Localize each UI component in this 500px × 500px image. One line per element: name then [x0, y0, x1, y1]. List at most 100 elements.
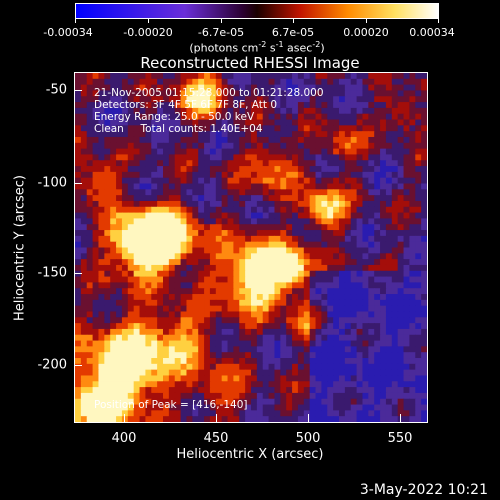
image-pixel — [309, 142, 317, 150]
image-pixel — [139, 84, 146, 92]
image-pixel — [145, 352, 152, 359]
image-pixel — [403, 154, 410, 161]
image-pixel — [362, 136, 369, 144]
image-pixel — [92, 142, 100, 150]
image-pixel — [139, 113, 146, 121]
image-pixel — [80, 294, 88, 301]
image-pixel — [251, 323, 258, 330]
image-pixel — [80, 328, 88, 336]
image-pixel — [75, 125, 82, 132]
image-pixel — [385, 340, 393, 347]
image-pixel — [350, 148, 358, 156]
image-pixel — [209, 235, 217, 243]
image-pixel — [245, 387, 252, 394]
image-pixel — [151, 398, 158, 406]
image-pixel — [268, 340, 276, 347]
image-pixel — [110, 96, 117, 103]
image-pixel — [174, 317, 182, 324]
image-pixel — [274, 328, 281, 336]
image-pixel — [256, 171, 264, 179]
image-pixel — [215, 416, 223, 422]
image-pixel — [239, 369, 246, 377]
image-pixel — [221, 212, 229, 220]
image-pixel — [409, 323, 416, 330]
image-pixel — [157, 200, 164, 208]
image-pixel — [157, 154, 164, 161]
image-pixel — [274, 230, 281, 237]
image-pixel — [245, 131, 252, 138]
image-pixel — [151, 160, 158, 167]
image-pixel — [350, 224, 358, 231]
colorbar-tick-label: 6.7e-05 — [271, 26, 315, 39]
image-pixel — [380, 113, 387, 121]
image-pixel — [321, 294, 328, 301]
image-pixel — [286, 125, 293, 132]
image-pixel — [139, 125, 146, 132]
image-pixel — [233, 160, 240, 167]
image-pixel — [133, 328, 141, 336]
image-pixel — [344, 369, 352, 377]
image-pixel — [315, 125, 322, 132]
image-pixel — [327, 358, 334, 365]
image-pixel — [151, 206, 158, 214]
image-pixel — [168, 200, 176, 208]
image-pixel — [292, 299, 299, 307]
image-pixel — [157, 305, 164, 313]
image-pixel — [286, 206, 293, 214]
image-pixel — [256, 119, 264, 126]
image-pixel — [163, 294, 170, 301]
image-pixel — [356, 218, 364, 225]
image-pixel — [151, 311, 158, 318]
image-pixel — [321, 148, 328, 156]
image-pixel — [139, 131, 146, 138]
image-pixel — [321, 270, 328, 278]
image-pixel — [356, 305, 364, 313]
image-pixel — [362, 78, 369, 86]
image-pixel — [339, 288, 346, 295]
image-pixel — [262, 264, 270, 272]
image-pixel — [80, 73, 88, 80]
image-pixel — [227, 416, 234, 422]
image-pixel — [286, 78, 293, 86]
image-pixel — [127, 230, 135, 237]
image-pixel — [145, 148, 152, 156]
image-pixel — [292, 78, 299, 86]
image-pixel — [292, 352, 299, 359]
image-pixel — [333, 195, 340, 202]
image-pixel — [415, 317, 422, 324]
image-pixel — [251, 282, 258, 289]
image-pixel — [75, 90, 82, 97]
image-pixel — [421, 311, 427, 318]
image-pixel — [344, 288, 352, 295]
image-pixel — [339, 358, 346, 365]
image-pixel — [116, 96, 123, 103]
image-pixel — [262, 259, 270, 266]
image-pixel — [127, 107, 135, 115]
image-pixel — [168, 294, 176, 301]
image-pixel — [274, 381, 281, 388]
image-pixel — [385, 171, 393, 179]
image-pixel — [92, 259, 100, 266]
image-pixel — [374, 241, 381, 249]
image-pixel — [292, 410, 299, 417]
image-pixel — [344, 73, 352, 80]
image-pixel — [98, 311, 105, 318]
image-pixel — [121, 416, 129, 422]
image-pixel — [268, 247, 276, 254]
image-pixel — [215, 294, 223, 301]
image-pixel — [139, 183, 146, 190]
image-pixel — [75, 218, 82, 225]
image-pixel — [157, 264, 164, 272]
image-pixel — [98, 375, 105, 382]
image-pixel — [356, 294, 364, 301]
image-pixel — [180, 259, 188, 266]
image-pixel — [274, 107, 281, 115]
image-pixel — [151, 195, 158, 202]
image-pixel — [397, 136, 405, 144]
image-pixel — [262, 340, 270, 347]
image-pixel — [80, 102, 88, 109]
image-pixel — [121, 73, 129, 80]
image-pixel — [403, 282, 410, 289]
image-pixel — [339, 125, 346, 132]
image-pixel — [339, 398, 346, 406]
